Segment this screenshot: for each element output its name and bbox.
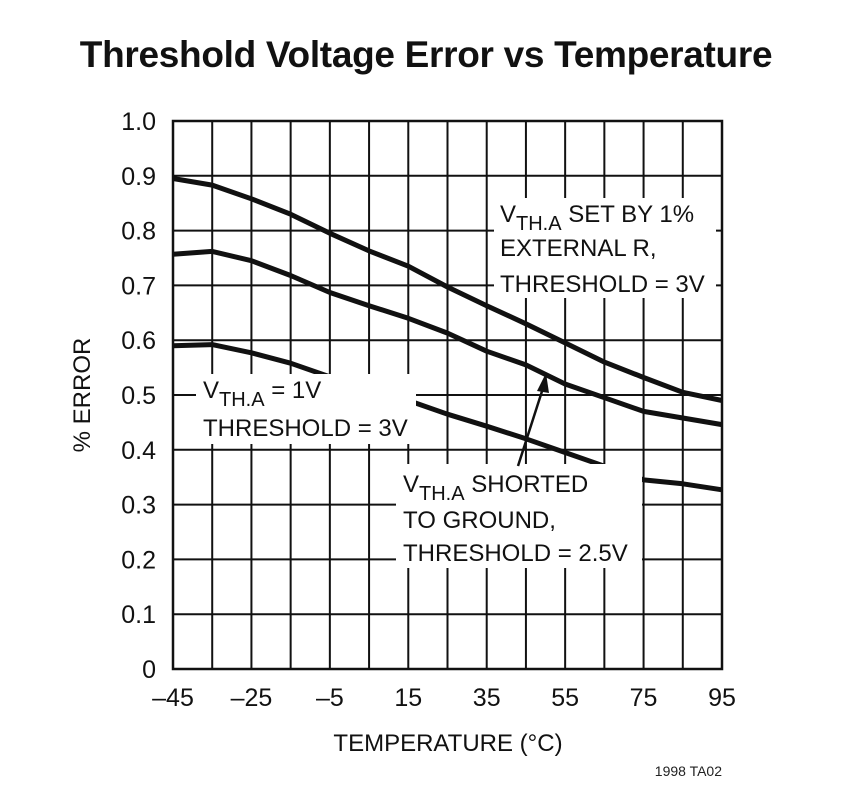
y-tick-label: 0.1: [121, 601, 156, 629]
x-tick-label: 35: [473, 684, 501, 712]
series-line-1: [172, 176, 723, 403]
annotation-background: [196, 374, 416, 444]
x-tick-label: 55: [551, 684, 579, 712]
arrow-head: [537, 373, 549, 393]
y-tick-label: 0.8: [121, 218, 156, 246]
x-axis-label: TEMPERATURE (°C): [333, 730, 562, 757]
figure-code: 1998 TA02: [654, 763, 722, 779]
annotation-background: [396, 464, 642, 568]
y-tick-label: 0.2: [121, 546, 156, 574]
annotation-text: EXTERNAL R,: [500, 235, 656, 262]
series-line-2: [172, 248, 723, 428]
y-tick-label: 0.4: [121, 437, 156, 465]
y-tick-label: 0.3: [121, 492, 156, 520]
annotation-background: [494, 198, 716, 298]
plot-border: [171, 119, 724, 671]
x-tick-label: 95: [708, 684, 736, 712]
x-tick-label: 75: [630, 684, 658, 712]
x-tick-label: –45: [152, 684, 194, 712]
x-tick-label: 15: [394, 684, 422, 712]
plot-frame: [171, 119, 724, 671]
y-tick-label: 1.0: [121, 108, 156, 136]
annotation-text: THRESHOLD = 3V: [203, 415, 408, 442]
annotation-text: THRESHOLD = 3V: [500, 271, 705, 298]
y-tick-label: 0.7: [121, 272, 156, 300]
x-tick-label: –5: [316, 684, 344, 712]
y-tick-label: 0.5: [121, 382, 156, 410]
annotation-arrow: [516, 384, 546, 467]
y-tick-label: 0.6: [121, 327, 156, 355]
x-tick-label: –25: [231, 684, 273, 712]
y-tick-label: 0.9: [121, 163, 156, 191]
annotations: VTH.A SET BY 1%EXTERNAL R,THRESHOLD = 3V…: [196, 198, 716, 568]
y-tick-label: 0: [142, 656, 156, 684]
annotation-text: THRESHOLD = 2.5V: [403, 540, 628, 567]
chart-title: Threshold Voltage Error vs Temperature: [79, 34, 773, 75]
tick-labels: 0 0.1 0.2 0.3 0.4 0.5 0.6 0.7 0.8 0.9 1.0 –45 –25 –5 1…: [121, 108, 736, 712]
y-axis-label: % ERROR: [69, 338, 96, 453]
annotation-text: TO GROUND,: [403, 507, 556, 534]
